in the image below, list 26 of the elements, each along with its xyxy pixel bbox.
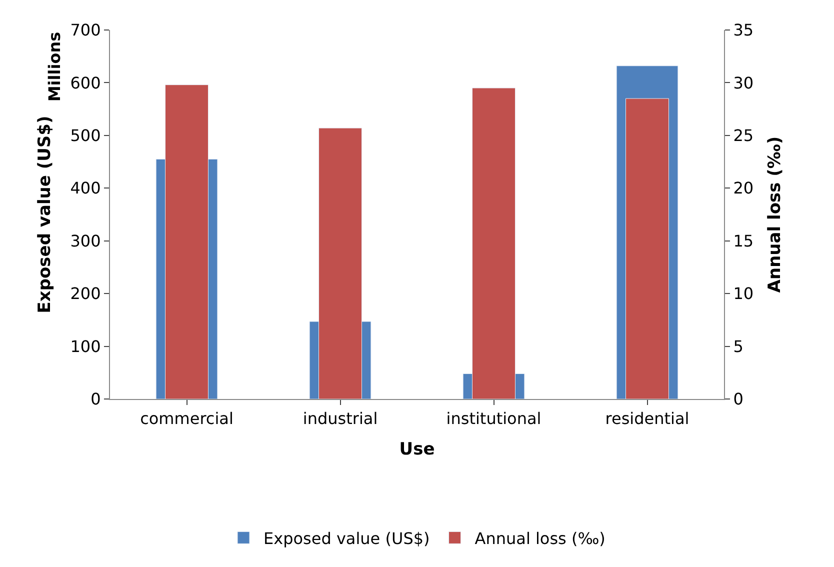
x-tick-label: residential — [605, 409, 690, 428]
y2-tick-label: 0 — [733, 390, 744, 409]
y-tick-label: 100 — [70, 336, 101, 356]
legend-label: Annual loss (‰) — [474, 528, 606, 548]
y-tick-label: 600 — [70, 73, 101, 92]
y2-tick-label: 15 — [733, 231, 754, 250]
text: Millions — [44, 32, 64, 102]
y-tick-label: 0 — [90, 390, 101, 409]
x-tick-label: commercial — [140, 409, 234, 428]
y-axis-title: Exposed value (US$) — [34, 116, 55, 314]
x-tick-label: industrial — [302, 409, 378, 428]
y-tick-label: 400 — [70, 178, 101, 198]
y2-tick-label: 30 — [733, 73, 754, 92]
y-tick-label: 500 — [70, 126, 101, 146]
y2-tick-label: 25 — [733, 126, 754, 146]
x-tick-label: institutional — [446, 409, 542, 428]
x-axis-title: Use — [399, 440, 435, 460]
y2-tick-label: 10 — [733, 284, 754, 304]
legend-label: Exposed value (US$) — [264, 528, 430, 548]
y-tick-label: 700 — [70, 20, 101, 40]
y2-tick-label: 35 — [733, 20, 754, 40]
y-tick-label: 200 — [70, 284, 101, 304]
y2-tick-label: 5 — [733, 336, 744, 356]
y2-tick-label: 20 — [733, 178, 754, 198]
y2-axis-title: Annual loss (‰) — [764, 136, 785, 293]
y-tick-label: 300 — [70, 231, 101, 250]
